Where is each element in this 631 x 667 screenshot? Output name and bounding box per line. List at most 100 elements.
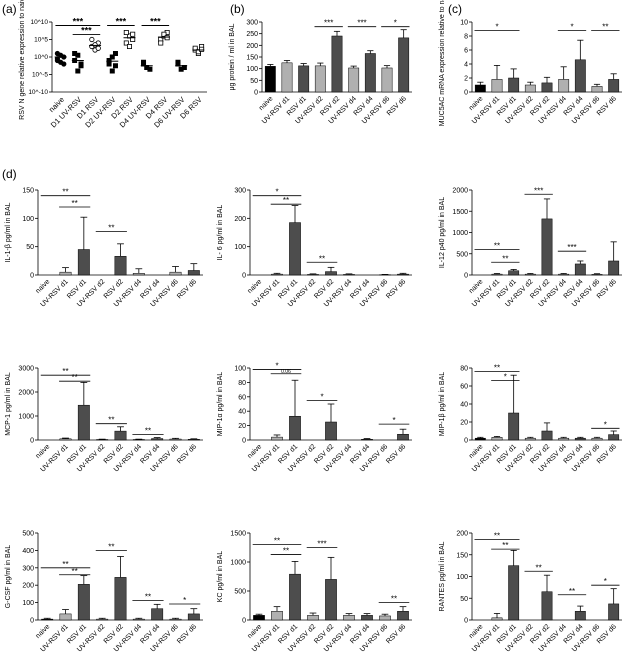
bar bbox=[398, 37, 410, 93]
bar bbox=[314, 65, 326, 93]
y-tick-label: 200 bbox=[22, 583, 34, 590]
significance-label: ** bbox=[108, 223, 114, 232]
significance-label: ** bbox=[602, 22, 608, 31]
significance-label: *** bbox=[81, 26, 92, 36]
data-point bbox=[141, 59, 147, 65]
bar bbox=[59, 271, 72, 276]
y-tick-label: 1000 bbox=[452, 230, 468, 237]
bar bbox=[77, 584, 90, 621]
bar bbox=[151, 608, 164, 621]
y-axis-label: μg protein / ml in BAL bbox=[229, 23, 236, 90]
y-tick-label: 20 bbox=[460, 420, 468, 427]
y-tick-label: 100 bbox=[22, 216, 34, 223]
bar bbox=[591, 274, 603, 276]
y-tick-label: 0 bbox=[242, 618, 246, 625]
y-tick-label: 80 bbox=[460, 366, 468, 373]
y-tick-label: 500 bbox=[456, 251, 468, 258]
significance-label: * bbox=[320, 392, 323, 401]
significance-label: *** bbox=[357, 19, 366, 28]
panel-label-c: (c) bbox=[448, 2, 462, 16]
x-tick-label: RSV d6 bbox=[385, 443, 407, 465]
y-tick-label: 2000 bbox=[452, 188, 468, 195]
x-tick-label: naive bbox=[35, 623, 52, 640]
bar bbox=[271, 273, 283, 276]
chart-gcsf: G-CSF pg/ml in BAL0100200300400500******… bbox=[5, 531, 203, 654]
chart-kc: KC pg/ml in BAL050010001500*********naiv… bbox=[217, 531, 412, 654]
bar bbox=[253, 615, 265, 621]
data-point bbox=[109, 68, 115, 74]
y-tick-label: 8 bbox=[464, 34, 468, 41]
bar bbox=[574, 59, 586, 93]
y-tick-label: 250 bbox=[246, 31, 258, 38]
bar bbox=[151, 438, 164, 441]
data-point bbox=[123, 29, 129, 35]
significance-label: ** bbox=[62, 367, 68, 376]
significance-label: ** bbox=[502, 254, 508, 263]
bar bbox=[271, 436, 283, 441]
data-point bbox=[95, 45, 101, 51]
significance-label: ** bbox=[72, 199, 78, 208]
bar bbox=[574, 263, 586, 276]
y-tick-label: 200 bbox=[234, 216, 246, 223]
significance-label: *** bbox=[534, 186, 543, 195]
y-tick-label: 0 bbox=[242, 273, 246, 280]
significance-label: ** bbox=[145, 593, 151, 602]
y-tick-label: 6 bbox=[464, 48, 468, 55]
y-tick-label: 2 bbox=[464, 76, 468, 83]
bar bbox=[271, 611, 283, 621]
data-point bbox=[89, 36, 95, 43]
bar bbox=[524, 84, 536, 93]
bar bbox=[114, 430, 127, 441]
significance-label: *** bbox=[150, 17, 161, 27]
y-tick-label: 50 bbox=[250, 78, 258, 85]
y-tick-label: 100 bbox=[246, 66, 258, 73]
significance-label: *** bbox=[567, 243, 576, 252]
x-tick-label: RSV d6 bbox=[385, 623, 407, 645]
y-tick-label: 0 bbox=[30, 618, 34, 625]
charts-layer: RSV N gene relative expression to naive 1… bbox=[5, 0, 622, 654]
y-tick-label: 10^10 bbox=[30, 19, 48, 26]
significance-label: ** bbox=[62, 560, 68, 569]
bar bbox=[77, 249, 90, 276]
bar bbox=[491, 437, 503, 441]
bar bbox=[289, 415, 301, 441]
y-tick-label: 40 bbox=[460, 402, 468, 409]
bar bbox=[289, 573, 301, 621]
bar bbox=[132, 273, 145, 276]
significance-label: * bbox=[275, 361, 278, 370]
significance-label: ** bbox=[108, 416, 114, 425]
significance-label: ** bbox=[536, 563, 542, 572]
bar bbox=[298, 65, 310, 93]
bar bbox=[169, 271, 182, 276]
significance-label: * bbox=[275, 188, 278, 197]
bar bbox=[524, 273, 536, 276]
bar bbox=[474, 437, 486, 441]
y-tick-label: 0 bbox=[464, 438, 468, 445]
panel-label-b: (b) bbox=[230, 2, 245, 16]
significance-label: ** bbox=[274, 537, 280, 546]
bar bbox=[608, 603, 620, 621]
chart-b: μg protein / ml in BAL 0 50 100 150 200 250 300… bbox=[229, 19, 412, 126]
bar bbox=[491, 79, 503, 93]
y-tick-label: 60 bbox=[460, 384, 468, 391]
data-point bbox=[72, 51, 78, 57]
significance-label: * bbox=[394, 19, 397, 28]
bar bbox=[608, 260, 620, 276]
y-axis-label: IL-12 p40 pg/ml in BAL bbox=[439, 197, 446, 268]
significance-label: ** bbox=[283, 546, 289, 555]
data-point bbox=[158, 40, 164, 46]
y-axis-label: MCP-1 pg/ml in BAL bbox=[5, 372, 12, 436]
bar bbox=[574, 611, 586, 621]
y-tick-label: 0 bbox=[464, 273, 468, 280]
significance-label: *** bbox=[317, 540, 326, 549]
bar bbox=[558, 79, 570, 93]
y-tick-label: 300 bbox=[234, 188, 246, 195]
y-tick-label: 200 bbox=[456, 531, 468, 538]
y-tick-label: 0 bbox=[30, 273, 34, 280]
y-tick-label: 300 bbox=[246, 20, 258, 27]
y-tick-label: 50 bbox=[460, 596, 468, 603]
bar bbox=[169, 618, 182, 621]
